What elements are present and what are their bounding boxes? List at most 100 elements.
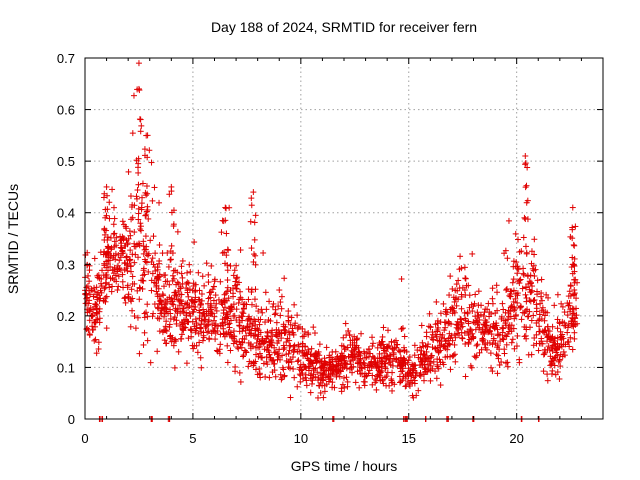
data-point (86, 317, 93, 324)
data-point (463, 282, 470, 289)
data-point (458, 265, 465, 272)
peak-point (522, 184, 529, 191)
peak-point (523, 249, 530, 256)
data-point (540, 368, 547, 375)
data-point (234, 274, 241, 281)
data-point (440, 300, 447, 307)
data-point (192, 303, 199, 310)
data-point (480, 321, 487, 328)
data-point (434, 328, 441, 335)
data-point (356, 384, 363, 391)
data-point (378, 368, 385, 375)
data-point (255, 344, 262, 351)
data-point (402, 372, 409, 379)
data-point (198, 364, 205, 371)
data-point (129, 130, 136, 137)
data-point (248, 301, 255, 308)
data-point (572, 321, 579, 328)
data-point (138, 277, 145, 284)
peak-point (166, 191, 173, 198)
peak-point (102, 214, 109, 221)
peak-point (145, 250, 152, 257)
data-point (231, 267, 238, 274)
data-point (197, 354, 204, 361)
data-point (466, 304, 473, 311)
data-point (302, 343, 309, 350)
data-point (549, 344, 556, 351)
data-point (203, 260, 210, 267)
data-point (347, 358, 354, 365)
data-point (299, 347, 306, 354)
data-point (89, 323, 96, 330)
data-point (370, 340, 377, 347)
data-point (450, 294, 457, 301)
data-point (178, 270, 185, 277)
data-point (141, 314, 148, 321)
data-point (357, 370, 364, 377)
data-point (350, 363, 357, 370)
data-point (422, 366, 429, 373)
data-point (155, 285, 162, 292)
data-point (154, 348, 161, 355)
data-point (95, 339, 102, 346)
data-point (436, 348, 443, 355)
data-point (405, 357, 412, 364)
data-point (544, 334, 551, 341)
data-point (227, 347, 234, 354)
data-point (411, 352, 418, 359)
data-point (114, 262, 121, 269)
data-point (534, 288, 541, 295)
data-point (152, 250, 159, 257)
data-point (164, 278, 171, 285)
data-point (253, 303, 260, 310)
data-point (518, 316, 525, 323)
data-point (361, 360, 368, 367)
data-point (386, 359, 393, 366)
data-point (87, 291, 94, 298)
data-point (373, 362, 380, 369)
peak-point (135, 169, 142, 176)
data-point (551, 302, 558, 309)
data-point (165, 263, 172, 270)
y-tick-label: 0.1 (57, 360, 75, 375)
data-point (373, 373, 380, 380)
data-point (256, 365, 263, 372)
data-point (271, 311, 278, 318)
peak-point (567, 233, 574, 240)
data-point (444, 353, 451, 360)
data-point (483, 319, 490, 326)
data-point (550, 357, 557, 364)
data-point (187, 313, 194, 320)
data-point (484, 339, 491, 346)
data-point (447, 306, 454, 313)
peak-point (522, 216, 529, 223)
data-point (245, 339, 252, 346)
data-point (445, 318, 452, 325)
data-point (290, 354, 297, 361)
data-point (498, 359, 505, 366)
data-point (307, 389, 314, 396)
data-point (567, 308, 574, 315)
data-point (426, 310, 433, 317)
data-point (156, 260, 163, 267)
data-point (243, 332, 250, 339)
data-point (411, 361, 418, 368)
data-point (223, 330, 230, 337)
data-point (391, 381, 398, 388)
data-point (422, 365, 429, 372)
peak-point (248, 245, 255, 252)
data-point (369, 343, 376, 350)
data-point (136, 284, 143, 291)
data-point (252, 366, 259, 373)
data-point (483, 346, 490, 353)
peak-point (567, 282, 574, 289)
data-point (230, 272, 237, 279)
peak-point (167, 248, 174, 255)
data-point (272, 306, 279, 313)
data-point (520, 271, 527, 278)
data-point (415, 387, 422, 394)
data-point (415, 354, 422, 361)
data-point (510, 298, 517, 305)
data-point (128, 298, 135, 305)
peak-point (106, 284, 113, 291)
